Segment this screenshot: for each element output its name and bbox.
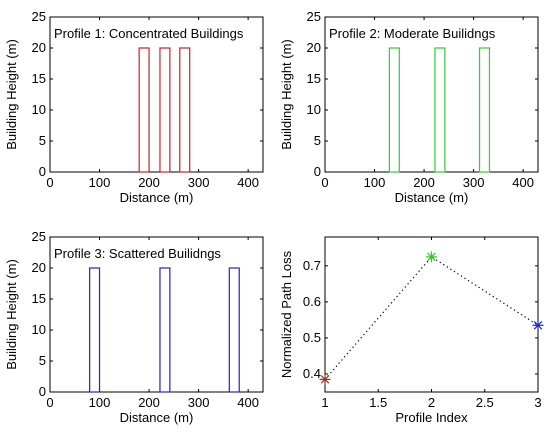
building-bar-2: [159, 267, 171, 393]
x-tick-label: 400: [237, 395, 259, 410]
y-tick-label: 0: [314, 164, 321, 179]
chart-title: Profile 1: Concentrated Buildings: [54, 26, 244, 41]
building-bar-1: [388, 47, 400, 173]
x-tick-label: 300: [463, 175, 485, 190]
y-axis-label: Building Height (m): [4, 259, 19, 370]
x-tick-label: 1.5: [369, 395, 387, 410]
x-tick-label: 3: [534, 395, 541, 410]
x-tick-label: 100: [89, 175, 111, 190]
star-marker-1: [319, 373, 331, 385]
y-axis-label: Building Height (m): [279, 39, 294, 150]
y-tick-label: 0: [39, 164, 46, 179]
x-tick-label: 200: [138, 395, 160, 410]
x-tick-label: 0: [321, 175, 328, 190]
y-tick-label: 10: [307, 102, 321, 117]
plot-area: [49, 16, 264, 173]
y-tick-label: 0: [39, 384, 46, 399]
y-tick-label: 20: [307, 40, 321, 55]
y-tick-label: 15: [307, 71, 321, 86]
y-tick-label: 15: [32, 291, 46, 306]
y-tick-label: 0.5: [303, 330, 321, 345]
y-tick-label: 0.7: [303, 258, 321, 273]
x-tick-label: 300: [188, 395, 210, 410]
y-axis-label: Building Height (m): [4, 39, 19, 150]
chart-title: Profile 3: Scattered Builidngs: [54, 246, 221, 261]
y-tick-label: 5: [314, 133, 321, 148]
x-axis-label: Distance (m): [395, 190, 469, 205]
x-tick-label: 100: [364, 175, 386, 190]
star-marker-3: [532, 319, 544, 331]
x-tick-label: 2: [428, 395, 435, 410]
building-bar-2: [159, 47, 171, 173]
chart-panel-4: 1 1.5 2 2.5 3 0.4 0.5 0.6 0.7 Profile Index Normal…: [279, 236, 544, 425]
x-tick-label: 200: [413, 175, 435, 190]
star-marker-2: [426, 251, 437, 263]
x-tick-label: 0: [46, 395, 53, 410]
plot-area: [49, 236, 264, 393]
building-bar-3: [478, 47, 491, 173]
building-bar-1: [138, 47, 150, 173]
y-tick-label: 20: [32, 40, 46, 55]
y-tick-label: 0.4: [303, 366, 321, 381]
x-tick-label: 300: [188, 175, 210, 190]
x-tick-label: 200: [138, 175, 160, 190]
building-bar-3: [228, 267, 240, 393]
y-tick-label: 5: [39, 353, 46, 368]
x-axis-label: Distance (m): [120, 190, 194, 205]
building-bar-2: [434, 47, 446, 173]
y-tick-label: 25: [32, 9, 46, 24]
y-tick-label: 15: [32, 71, 46, 86]
building-bar-1: [89, 267, 101, 393]
chart-panel-2: 0 100 200 300 400 0 5 10 15 20 25 Distance (m) Build…: [279, 9, 539, 205]
y-tick-label: 20: [32, 260, 46, 275]
building-bar-3: [179, 47, 191, 173]
x-tick-label: 400: [512, 175, 534, 190]
chart-title: Profile 2: Moderate Builidngs: [329, 26, 496, 41]
x-tick-label: 2.5: [476, 395, 494, 410]
x-axis-label: Distance (m): [120, 410, 194, 425]
x-tick-label: 0: [46, 175, 53, 190]
y-tick-label: 25: [307, 9, 321, 24]
plot-area: [324, 16, 539, 173]
x-axis-label: Profile Index: [395, 410, 468, 425]
x-tick-label: 400: [237, 175, 259, 190]
x-tick-label: 1: [321, 395, 328, 410]
x-tick-label: 100: [89, 395, 111, 410]
y-tick-label: 10: [32, 322, 46, 337]
y-tick-label: 5: [39, 133, 46, 148]
y-axis-label: Normalized Path Loss: [279, 250, 294, 378]
chart-panel-1: 0 100 200 300 400 0 5 10 15 20 25 Distance (m) Build…: [4, 9, 264, 205]
chart-panel-3: 0 100 200 300 400 0 5 10 15 20 25 Distance (m) Build…: [4, 229, 264, 425]
y-tick-label: 0.6: [303, 294, 321, 309]
y-tick-label: 10: [32, 102, 46, 117]
y-tick-label: 25: [32, 229, 46, 244]
